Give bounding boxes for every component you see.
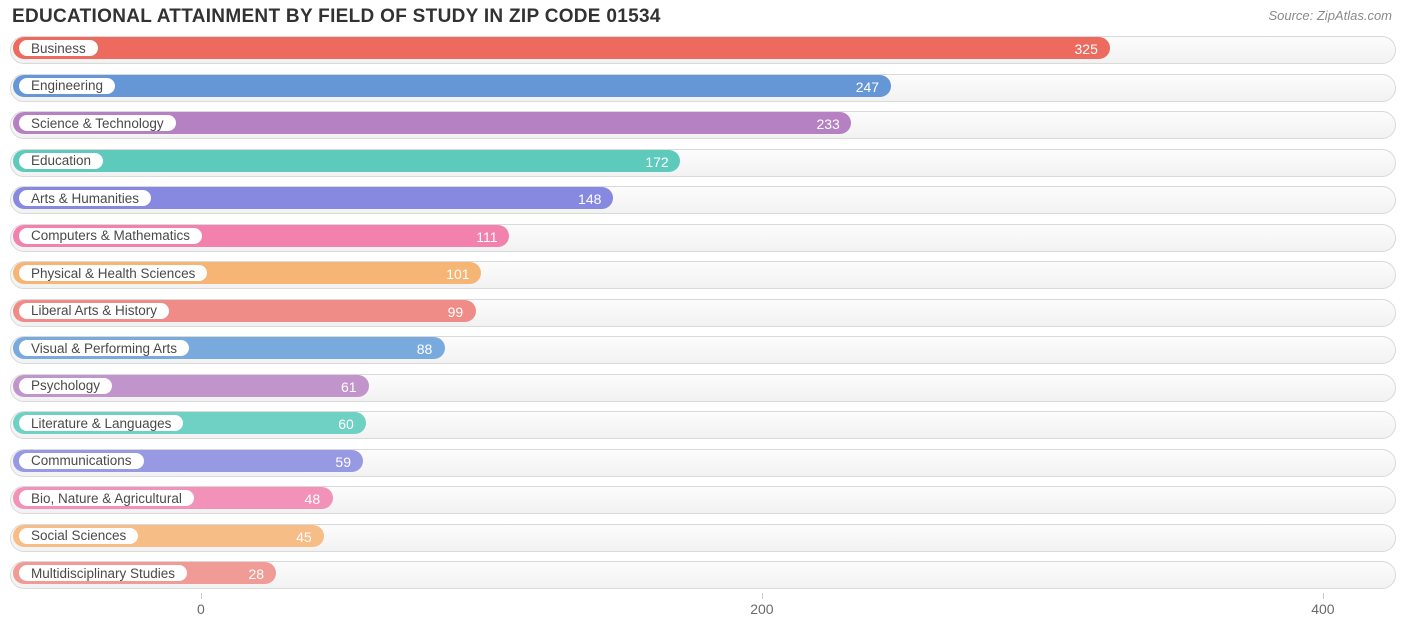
category-pill: Computers & Mathematics [18,227,203,245]
tick-label: 400 [1311,601,1334,617]
chart-area: Business 325 Engineering 247 Science & Techn… [0,30,1406,591]
value-label: 111 [476,229,497,245]
category-pill: Business [18,39,99,57]
category-pill: Arts & Humanities [18,189,152,207]
value-label: 88 [417,341,433,357]
category-pill: Education [18,152,104,170]
category-pill: Multidisciplinary Studies [18,564,188,582]
bar-row: Business 325 [10,34,1396,66]
bar-row: Visual & Performing Arts 88 [10,334,1396,366]
category-pill: Communications [18,452,145,470]
bar-row: Arts & Humanities 148 [10,184,1396,216]
bar-row: Science & Technology 233 [10,109,1396,141]
bar-row: Physical & Health Sciences 101 [10,259,1396,291]
bar-row: Psychology 61 [10,372,1396,404]
bar-fill [13,150,680,172]
bar-row: Computers & Mathematics 111 [10,222,1396,254]
value-label: 45 [296,529,312,545]
value-label: 48 [305,491,321,507]
category-pill: Visual & Performing Arts [18,339,190,357]
tick-mark [762,593,763,599]
bar-row: Literature & Languages 60 [10,409,1396,441]
bar-row: Multidisciplinary Studies 28 [10,559,1396,591]
value-label: 172 [645,154,668,170]
bar-row: Engineering 247 [10,72,1396,104]
chart-title: EDUCATIONAL ATTAINMENT BY FIELD OF STUDY… [12,6,661,28]
source-attribution: Source: ZipAtlas.com [1268,6,1392,23]
bar-fill [13,75,891,97]
value-label: 148 [578,191,601,207]
tick-mark [201,593,202,599]
bar-row: Social Sciences 45 [10,522,1396,554]
value-label: 28 [248,566,264,582]
value-label: 61 [341,379,357,395]
tick-label: 0 [197,601,205,617]
value-label: 99 [448,304,464,320]
bar-row: Education 172 [10,147,1396,179]
bar-row: Liberal Arts & History 99 [10,297,1396,329]
category-pill: Literature & Languages [18,414,184,432]
category-pill: Social Sciences [18,527,139,545]
value-label: 60 [338,416,354,432]
value-label: 101 [446,266,469,282]
value-label: 325 [1075,41,1098,57]
category-pill: Psychology [18,377,113,395]
bar-row: Bio, Nature & Agricultural 48 [10,484,1396,516]
tick-label: 200 [750,601,773,617]
category-pill: Physical & Health Sciences [18,264,208,282]
bar-row: Communications 59 [10,447,1396,479]
category-pill: Bio, Nature & Agricultural [18,489,195,507]
x-axis: 0 200 400 [10,597,1396,627]
category-pill: Engineering [18,77,116,95]
value-label: 247 [856,79,879,95]
category-pill: Science & Technology [18,114,177,132]
value-label: 59 [335,454,351,470]
tick-mark [1323,593,1324,599]
value-label: 233 [816,116,839,132]
category-pill: Liberal Arts & History [18,302,170,320]
bar-fill [13,37,1110,59]
